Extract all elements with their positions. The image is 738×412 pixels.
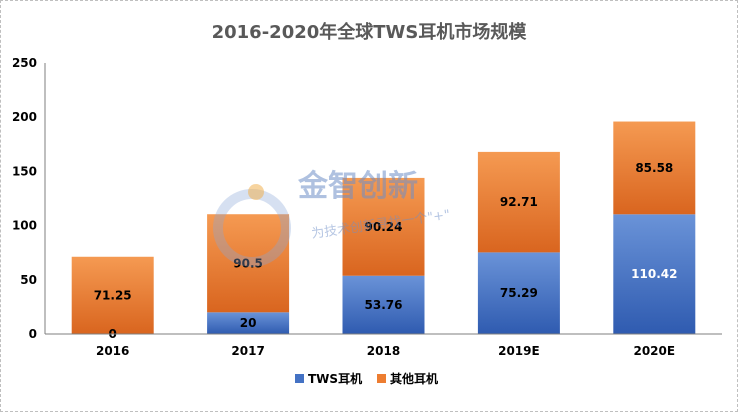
chart-title: 2016-2020年全球TWS耳机市场规模 <box>212 21 528 43</box>
data-label-tws-2018: 53.76 <box>365 298 403 312</box>
data-label-tws-2019E: 75.29 <box>500 286 538 300</box>
x-tick-label: 2020E <box>633 344 675 358</box>
x-tick-label: 2016 <box>96 344 129 358</box>
bar-other-2019E <box>477 151 560 253</box>
bar-tws-2019E <box>477 252 560 334</box>
bar-tws-2017 <box>207 312 290 334</box>
bar-other-2018 <box>342 177 425 276</box>
bar-tws-2018 <box>342 275 425 334</box>
data-label-tws-2020E: 110.42 <box>631 267 677 281</box>
bar-other-2017 <box>207 214 290 313</box>
data-label-tws-2017: 20 <box>240 316 257 330</box>
bar-other-2016 <box>71 256 154 334</box>
y-tick-label: 0 <box>29 327 37 341</box>
y-tick-label: 150 <box>12 164 37 178</box>
y-tick-label: 250 <box>12 56 37 70</box>
data-labels: 071.252090.553.7690.2475.2992.71110.4285… <box>94 161 678 341</box>
y-tick-label: 100 <box>12 219 37 233</box>
x-axis: 2016 2017 2018 2019E 2020E <box>45 333 722 358</box>
x-tick-label: 2017 <box>231 344 264 358</box>
data-label-other-2017: 90.5 <box>233 256 263 270</box>
legend: TWS耳机 其他耳机 <box>295 371 438 386</box>
y-tick-label: 200 <box>12 110 37 124</box>
legend-swatch-tws <box>295 374 304 383</box>
data-label-other-2018: 90.24 <box>365 220 403 234</box>
bar-other-2020E <box>613 121 696 215</box>
y-tick-label: 50 <box>20 273 37 287</box>
bar-tws-2020E <box>613 214 696 334</box>
data-label-other-2020E: 85.58 <box>635 161 673 175</box>
y-axis: 0 50 100 150 200 250 <box>12 56 46 341</box>
legend-swatch-other <box>377 374 386 383</box>
x-tick-label: 2018 <box>367 344 400 358</box>
watermark-dot-icon <box>248 184 264 200</box>
watermark-main-text: 金智创新 <box>297 169 418 204</box>
legend-label-other: 其他耳机 <box>390 371 438 386</box>
bars <box>71 121 696 334</box>
data-label-other-2016: 71.25 <box>94 288 132 302</box>
legend-label-tws: TWS耳机 <box>308 371 362 386</box>
data-label-other-2019E: 92.71 <box>500 195 538 209</box>
x-tick-label: 2019E <box>498 344 540 358</box>
